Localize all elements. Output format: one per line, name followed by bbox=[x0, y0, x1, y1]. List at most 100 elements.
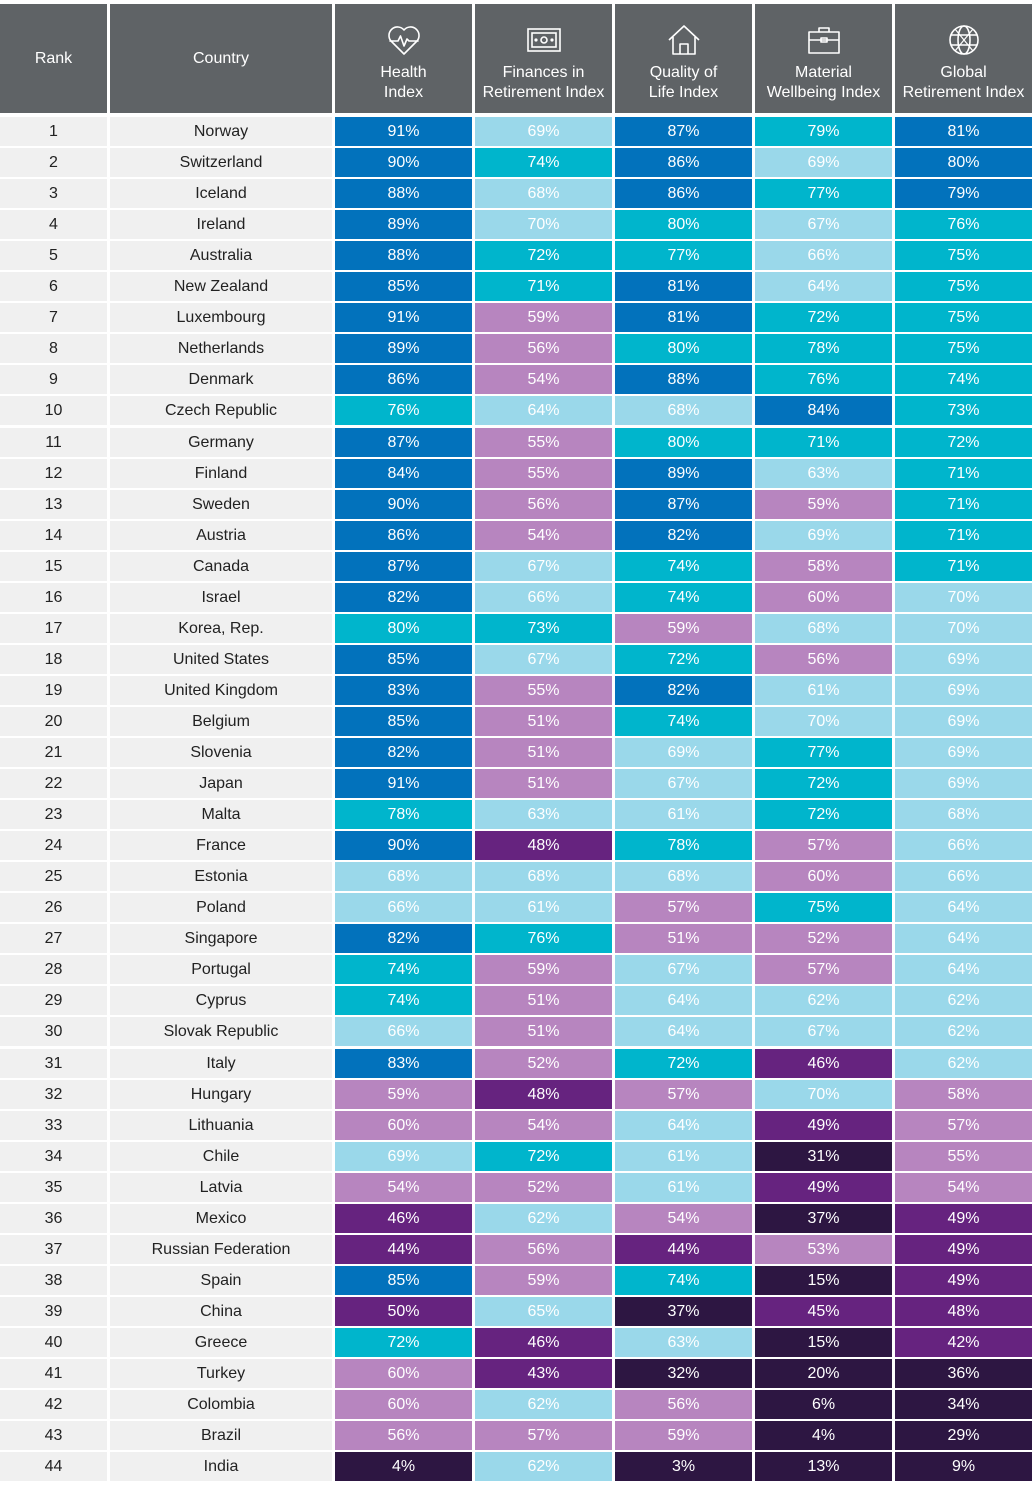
global-value: 69% bbox=[895, 769, 1032, 798]
material-value: 72% bbox=[755, 769, 892, 798]
global-value: 71% bbox=[895, 552, 1032, 581]
country-cell: Israel bbox=[110, 583, 332, 612]
header-quality: Quality of Life Index bbox=[615, 4, 752, 113]
header-finances: Finances in Retirement Index bbox=[475, 4, 612, 113]
global-value: 75% bbox=[895, 334, 1032, 363]
country-cell: United States bbox=[110, 645, 332, 674]
health-value: 46% bbox=[335, 1204, 472, 1233]
health-value: 85% bbox=[335, 645, 472, 674]
header-health-label: Health Index bbox=[380, 64, 427, 101]
quality-value: 81% bbox=[615, 303, 752, 332]
global-value: 57% bbox=[895, 1111, 1032, 1140]
global-value: 49% bbox=[895, 1204, 1032, 1233]
rank-cell: 6 bbox=[0, 272, 107, 301]
rank-cell: 17 bbox=[0, 614, 107, 643]
country-cell: Netherlands bbox=[110, 334, 332, 363]
finances-value: 71% bbox=[475, 272, 612, 301]
rank-cell: 21 bbox=[0, 738, 107, 767]
country-cell: Luxembourg bbox=[110, 303, 332, 332]
rank-cell: 18 bbox=[0, 645, 107, 674]
material-value: 53% bbox=[755, 1235, 892, 1264]
finances-value: 46% bbox=[475, 1328, 612, 1357]
health-value: 85% bbox=[335, 707, 472, 736]
global-value: 70% bbox=[895, 583, 1032, 612]
finances-value: 54% bbox=[475, 365, 612, 394]
heart-pulse-icon bbox=[387, 26, 420, 55]
quality-value: 59% bbox=[615, 1421, 752, 1450]
global-value: 69% bbox=[895, 645, 1032, 674]
rank-cell: 13 bbox=[0, 490, 107, 519]
global-value: 81% bbox=[895, 117, 1032, 146]
health-value: 86% bbox=[335, 365, 472, 394]
global-value: 29% bbox=[895, 1421, 1032, 1450]
health-value: 91% bbox=[335, 769, 472, 798]
rank-cell: 31 bbox=[0, 1049, 107, 1078]
finances-value: 48% bbox=[475, 1080, 612, 1109]
finances-value: 51% bbox=[475, 986, 612, 1015]
country-cell: Austria bbox=[110, 521, 332, 550]
country-cell: Lithuania bbox=[110, 1111, 332, 1140]
country-cell: Hungary bbox=[110, 1080, 332, 1109]
health-value: 88% bbox=[335, 179, 472, 208]
material-value: 60% bbox=[755, 862, 892, 891]
rank-cell: 9 bbox=[0, 365, 107, 394]
quality-value: 78% bbox=[615, 831, 752, 860]
rank-cell: 8 bbox=[0, 334, 107, 363]
finances-value: 59% bbox=[475, 1266, 612, 1295]
material-value: 66% bbox=[755, 241, 892, 270]
country-cell: Germany bbox=[110, 428, 332, 457]
global-value: 69% bbox=[895, 676, 1032, 705]
quality-value: 82% bbox=[615, 676, 752, 705]
banknote-icon bbox=[526, 28, 561, 52]
global-value: 75% bbox=[895, 241, 1032, 270]
rank-cell: 5 bbox=[0, 241, 107, 270]
country-cell: Chile bbox=[110, 1142, 332, 1171]
global-value: 64% bbox=[895, 893, 1032, 922]
rank-cell: 4 bbox=[0, 210, 107, 239]
health-value: 50% bbox=[335, 1297, 472, 1326]
health-value: 87% bbox=[335, 552, 472, 581]
quality-value: 57% bbox=[615, 893, 752, 922]
rank-cell: 35 bbox=[0, 1173, 107, 1202]
health-value: 91% bbox=[335, 117, 472, 146]
rank-cell: 20 bbox=[0, 707, 107, 736]
material-value: 4% bbox=[755, 1421, 892, 1450]
global-value: 68% bbox=[895, 800, 1032, 829]
finances-value: 57% bbox=[475, 1421, 612, 1450]
material-value: 49% bbox=[755, 1111, 892, 1140]
rank-cell: 29 bbox=[0, 986, 107, 1015]
rank-cell: 15 bbox=[0, 552, 107, 581]
rank-cell: 14 bbox=[0, 521, 107, 550]
health-value: 83% bbox=[335, 1049, 472, 1078]
material-value: 58% bbox=[755, 552, 892, 581]
finances-value: 48% bbox=[475, 831, 612, 860]
finances-value: 69% bbox=[475, 117, 612, 146]
material-value: 60% bbox=[755, 583, 892, 612]
finances-value: 62% bbox=[475, 1204, 612, 1233]
material-value: 59% bbox=[755, 490, 892, 519]
rank-cell: 38 bbox=[0, 1266, 107, 1295]
rank-cell: 23 bbox=[0, 800, 107, 829]
header-rank: Rank bbox=[0, 4, 107, 113]
finances-value: 65% bbox=[475, 1297, 612, 1326]
rank-cell: 30 bbox=[0, 1017, 107, 1046]
rank-cell: 7 bbox=[0, 303, 107, 332]
health-value: 78% bbox=[335, 800, 472, 829]
health-value: 44% bbox=[335, 1235, 472, 1264]
finances-value: 59% bbox=[475, 303, 612, 332]
rank-cell: 16 bbox=[0, 583, 107, 612]
health-value: 66% bbox=[335, 893, 472, 922]
header-country-label: Country bbox=[192, 49, 250, 67]
quality-value: 86% bbox=[615, 148, 752, 177]
quality-value: 67% bbox=[615, 955, 752, 984]
material-value: 76% bbox=[755, 365, 892, 394]
material-value: 68% bbox=[755, 614, 892, 643]
global-value: 55% bbox=[895, 1142, 1032, 1171]
health-value: 59% bbox=[335, 1080, 472, 1109]
health-value: 87% bbox=[335, 428, 472, 457]
global-value: 79% bbox=[895, 179, 1032, 208]
finances-value: 61% bbox=[475, 893, 612, 922]
finances-value: 55% bbox=[475, 676, 612, 705]
rank-cell: 10 bbox=[0, 396, 107, 425]
country-cell: Korea, Rep. bbox=[110, 614, 332, 643]
